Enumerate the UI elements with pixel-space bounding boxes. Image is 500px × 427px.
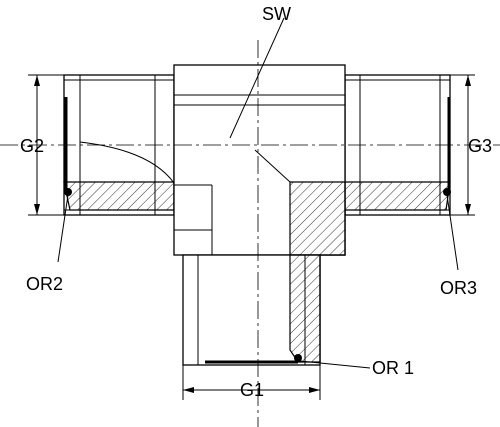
or2-label: OR2: [26, 274, 63, 294]
sw-leader: [229, 17, 285, 139]
bottom-port: [182, 254, 321, 366]
sw-label: SW: [262, 4, 291, 24]
g2-label: G2: [20, 136, 44, 156]
or2-seal-dot: [64, 188, 72, 196]
g2-dimension: [28, 74, 64, 216]
g1-dimension: [182, 365, 321, 400]
g3-label: G3: [468, 136, 492, 156]
or1-leader: [299, 360, 371, 369]
or3-label: OR3: [440, 278, 477, 298]
or3-seal-dot: [443, 188, 451, 196]
left-port-section-hatch: [63, 181, 175, 211]
g1-label: G1: [240, 380, 264, 400]
or3-leader: [446, 194, 459, 271]
or2-leader: [57, 194, 69, 263]
or1-seal-dot: [294, 354, 302, 362]
g3-dimension: [450, 74, 475, 216]
or1-label: OR 1: [372, 358, 414, 378]
